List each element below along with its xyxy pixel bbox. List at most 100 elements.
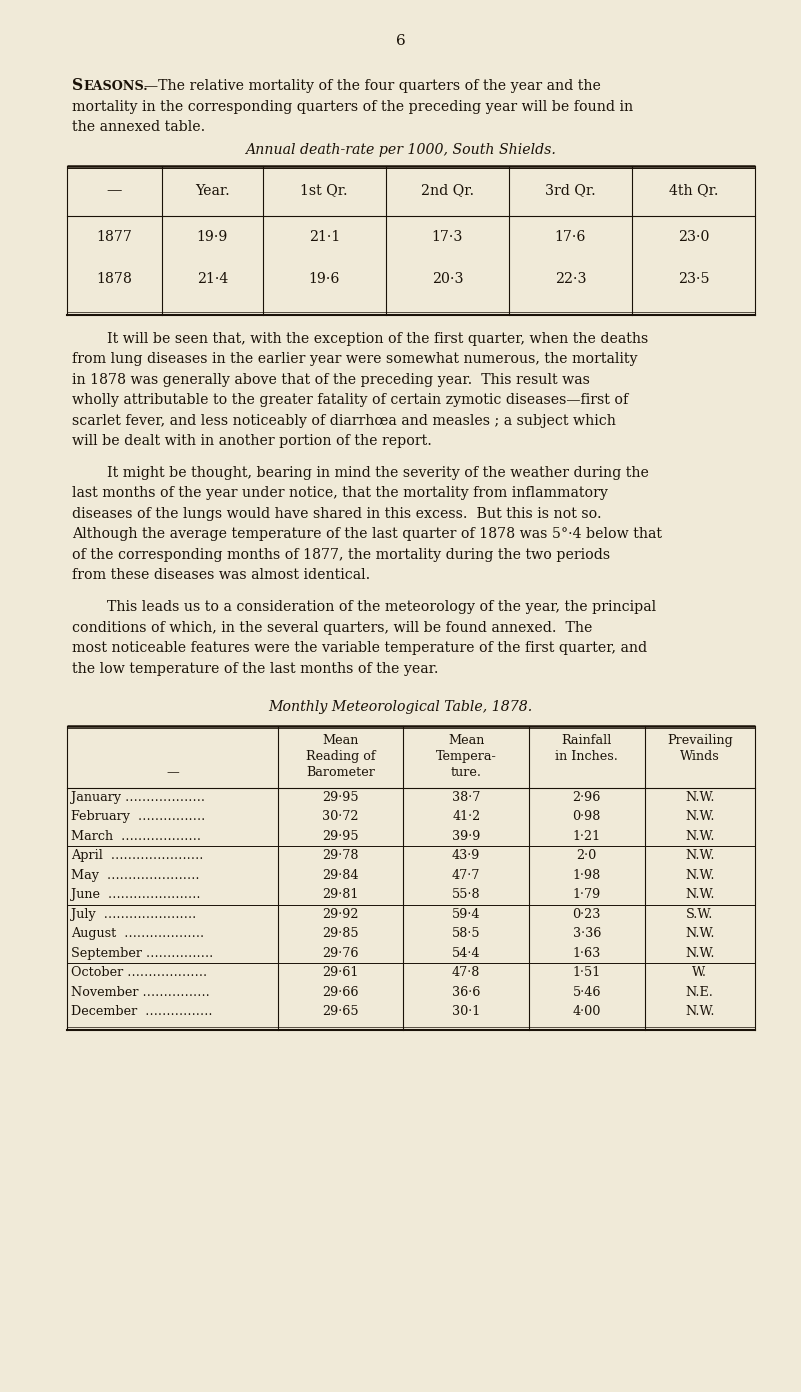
- Text: 23·0: 23·0: [678, 230, 709, 244]
- Text: November …………….: November …………….: [71, 986, 210, 999]
- Text: —The relative mortality of the four quarters of the year and the: —The relative mortality of the four quar…: [144, 79, 601, 93]
- Text: December  …………….: December …………….: [71, 1005, 212, 1019]
- Text: 6: 6: [396, 33, 405, 47]
- Text: 29·92: 29·92: [323, 908, 359, 920]
- Text: April  ………………….: April ………………….: [71, 849, 203, 862]
- Text: 17·3: 17·3: [432, 230, 463, 244]
- Text: 19·9: 19·9: [197, 230, 228, 244]
- Text: N.W.: N.W.: [685, 888, 714, 901]
- Text: 2·0: 2·0: [577, 849, 597, 862]
- Text: N.W.: N.W.: [685, 947, 714, 959]
- Text: 20·3: 20·3: [432, 271, 463, 285]
- Text: 29·78: 29·78: [323, 849, 359, 862]
- Text: Mean: Mean: [448, 734, 485, 748]
- Text: 0·98: 0·98: [573, 810, 601, 823]
- Text: July  ………………….: July ………………….: [71, 908, 196, 920]
- Text: 54·4: 54·4: [452, 947, 481, 959]
- Text: W.: W.: [692, 966, 707, 980]
- Text: 23·5: 23·5: [678, 271, 709, 285]
- Text: Annual death-rate per 1000, South Shields.: Annual death-rate per 1000, South Shield…: [245, 142, 556, 156]
- Text: 29·76: 29·76: [323, 947, 359, 959]
- Text: from these diseases was almost identical.: from these diseases was almost identical…: [72, 568, 370, 582]
- Text: 29·81: 29·81: [323, 888, 359, 901]
- Text: March  ……………….: March ……………….: [71, 830, 201, 842]
- Text: This leads us to a consideration of the meteorology of the year, the principal: This leads us to a consideration of the …: [107, 600, 656, 614]
- Text: 47·8: 47·8: [452, 966, 481, 980]
- Text: 38·7: 38·7: [452, 791, 481, 803]
- Text: September …………….: September …………….: [71, 947, 213, 959]
- Text: Reading of: Reading of: [306, 750, 376, 763]
- Text: N.W.: N.W.: [685, 869, 714, 881]
- Text: N.W.: N.W.: [685, 810, 714, 823]
- Text: 5·46: 5·46: [573, 986, 601, 999]
- Text: 1·51: 1·51: [573, 966, 601, 980]
- Text: 19·6: 19·6: [308, 271, 340, 285]
- Text: Winds: Winds: [680, 750, 719, 763]
- Text: October ……………….: October ……………….: [71, 966, 207, 980]
- Text: 30·1: 30·1: [452, 1005, 481, 1019]
- Text: June  ………………….: June ………………….: [71, 888, 200, 901]
- Text: Tempera-: Tempera-: [436, 750, 497, 763]
- Text: 29·61: 29·61: [323, 966, 359, 980]
- Text: 0·23: 0·23: [573, 908, 601, 920]
- Text: It might be thought, bearing in mind the severity of the weather during the: It might be thought, bearing in mind the…: [107, 466, 649, 480]
- Text: 29·95: 29·95: [322, 830, 359, 842]
- Text: N.W.: N.W.: [685, 791, 714, 803]
- Text: January ……………….: January ……………….: [71, 791, 205, 803]
- Text: 1878: 1878: [97, 271, 132, 285]
- Text: 47·7: 47·7: [452, 869, 481, 881]
- Text: the annexed table.: the annexed table.: [72, 120, 205, 134]
- Text: S.W.: S.W.: [686, 908, 714, 920]
- Text: in Inches.: in Inches.: [555, 750, 618, 763]
- Text: Rainfall: Rainfall: [562, 734, 612, 748]
- Text: 21·4: 21·4: [197, 271, 228, 285]
- Text: 30·72: 30·72: [323, 810, 359, 823]
- Text: —: —: [166, 766, 179, 780]
- Text: 21·1: 21·1: [308, 230, 340, 244]
- Text: 4th Qr.: 4th Qr.: [669, 184, 718, 198]
- Text: Monthly Meteorological Table, 1878.: Monthly Meteorological Table, 1878.: [268, 700, 533, 714]
- Text: from lung diseases in the earlier year were somewhat numerous, the mortality: from lung diseases in the earlier year w…: [72, 352, 638, 366]
- Text: 29·84: 29·84: [323, 869, 359, 881]
- Text: 22·3: 22·3: [554, 271, 586, 285]
- Text: Barometer: Barometer: [306, 766, 375, 780]
- Text: Year.: Year.: [195, 184, 230, 198]
- Text: 2·96: 2·96: [573, 791, 601, 803]
- Text: 29·85: 29·85: [322, 927, 359, 940]
- Text: 59·4: 59·4: [452, 908, 481, 920]
- Text: It will be seen that, with the exception of the first quarter, when the deaths: It will be seen that, with the exception…: [107, 331, 648, 345]
- Text: 29·95: 29·95: [322, 791, 359, 803]
- Text: 39·9: 39·9: [452, 830, 481, 842]
- Text: 2nd Qr.: 2nd Qr.: [421, 184, 474, 198]
- Text: S: S: [72, 77, 83, 95]
- Text: 43·9: 43·9: [452, 849, 481, 862]
- Text: 3rd Qr.: 3rd Qr.: [545, 184, 596, 198]
- Text: 17·6: 17·6: [555, 230, 586, 244]
- Text: N.E.: N.E.: [686, 986, 714, 999]
- Text: last months of the year under notice, that the mortality from inflammatory: last months of the year under notice, th…: [72, 486, 608, 500]
- Text: 1·79: 1·79: [573, 888, 601, 901]
- Text: diseases of the lungs would have shared in this excess.  But this is not so.: diseases of the lungs would have shared …: [72, 507, 602, 521]
- Text: most noticeable features were the variable temperature of the first quarter, and: most noticeable features were the variab…: [72, 642, 647, 656]
- Text: N.W.: N.W.: [685, 830, 714, 842]
- Text: 1877: 1877: [97, 230, 132, 244]
- Text: N.W.: N.W.: [685, 927, 714, 940]
- Text: 36·6: 36·6: [452, 986, 481, 999]
- Text: 29·66: 29·66: [323, 986, 359, 999]
- Text: 55·8: 55·8: [452, 888, 481, 901]
- Text: 58·5: 58·5: [452, 927, 481, 940]
- Text: 29·65: 29·65: [322, 1005, 359, 1019]
- Text: Prevailing: Prevailing: [667, 734, 733, 748]
- Text: 3·36: 3·36: [573, 927, 601, 940]
- Text: Mean: Mean: [323, 734, 359, 748]
- Text: Although the average temperature of the last quarter of 1878 was 5°·4 below that: Although the average temperature of the …: [72, 528, 662, 541]
- Text: 1·98: 1·98: [573, 869, 601, 881]
- Text: will be dealt with in another portion of the report.: will be dealt with in another portion of…: [72, 434, 432, 448]
- Text: February  …………….: February …………….: [71, 810, 205, 823]
- Text: —: —: [107, 182, 123, 199]
- Text: August  ……………….: August ……………….: [71, 927, 204, 940]
- Text: 1·63: 1·63: [573, 947, 601, 959]
- Text: N.W.: N.W.: [685, 1005, 714, 1019]
- Text: the low temperature of the last months of the year.: the low temperature of the last months o…: [72, 661, 438, 675]
- Text: in 1878 was generally above that of the preceding year.  This result was: in 1878 was generally above that of the …: [72, 373, 590, 387]
